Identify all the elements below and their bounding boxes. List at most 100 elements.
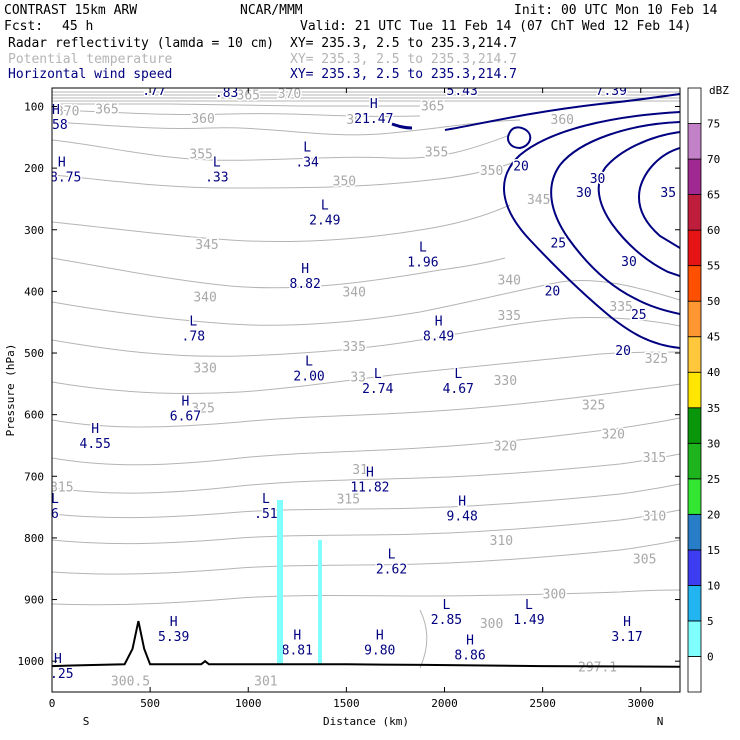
colorbar-segment	[687, 194, 702, 231]
wind-contour-label: 20	[513, 159, 529, 174]
theta-contour-label: 310	[490, 534, 513, 549]
extremum-value: 1.49	[513, 613, 544, 628]
extremum-type: L	[388, 547, 396, 562]
x-tick-label: 3000	[628, 697, 655, 710]
theta-contour-label: 300	[480, 617, 503, 632]
field-name-reflectivity: Radar reflectivity (lamda = 10 cm)	[8, 36, 274, 51]
colorbar-segment	[687, 265, 702, 302]
extremum-value: 21.47	[354, 112, 393, 127]
extremum-type: H	[458, 494, 466, 509]
extremum-value: 8.81	[282, 644, 313, 659]
forecast-hour: 45 h	[62, 19, 93, 34]
theta-contour	[52, 204, 511, 243]
extremum-type: L	[223, 71, 231, 86]
theta-contour-label: 360	[551, 113, 574, 128]
theta-contour-label: 320	[602, 427, 625, 442]
theta-contour	[52, 483, 680, 519]
theta-contour	[52, 383, 680, 428]
theta-contour	[52, 257, 506, 289]
extremum-type: H	[182, 394, 190, 409]
wind-contour-30	[597, 131, 680, 277]
wind-contour-label: 25	[550, 236, 566, 251]
colorbar-label: 60	[707, 224, 720, 237]
theta-contour-label: 325	[645, 352, 668, 367]
y-tick-label: 800	[24, 532, 44, 545]
theta-contour-label: 31	[352, 463, 368, 478]
theta-contour-label: 365	[421, 99, 444, 114]
extremum-value: 4.67	[443, 382, 474, 397]
wind-contour-label: 20	[545, 284, 561, 299]
theta-contour	[52, 119, 521, 136]
theta-contour	[52, 351, 680, 395]
extremum-type: L	[374, 367, 382, 382]
north-end-label: N	[657, 715, 664, 728]
extremum-type: H	[58, 155, 66, 170]
field-name-theta: Potential temperature	[8, 52, 173, 67]
theta-contour-label: 315	[643, 451, 666, 466]
theta-contour	[52, 453, 680, 494]
valid-time: Valid: 21 UTC Tue 11 Feb 14 (07 ChT Wed …	[300, 19, 691, 34]
extremum-type: L	[51, 492, 59, 507]
wind-contour-20	[444, 93, 680, 131]
extremum-value: .83	[215, 86, 238, 101]
extremum-value: 1.96	[407, 255, 438, 270]
y-tick-label: 100	[24, 100, 44, 113]
x-tick-label: 2500	[529, 697, 556, 710]
colorbar-label: 5	[707, 615, 714, 628]
y-tick-label: 300	[24, 224, 44, 237]
extremum-type: L	[443, 598, 451, 613]
colorbar-segment	[687, 300, 702, 338]
theta-contour-label: 335	[342, 340, 365, 355]
extremum-value: 9.48	[447, 509, 478, 524]
field-xy-theta: XY= 235.3, 2.5 to 235.3,214.7	[290, 52, 517, 67]
colorbar-segment	[687, 549, 702, 586]
theta-contour-label: 300	[543, 588, 566, 603]
theta-contour-label: 350	[480, 164, 503, 179]
extremum-value: 7.39	[596, 84, 627, 99]
wind-contour-label: 35	[660, 186, 676, 201]
theta-contour-label: 340	[193, 291, 216, 306]
wind-contour-35	[638, 147, 680, 249]
extremum-type: H	[376, 629, 384, 644]
theta-contours	[52, 91, 680, 669]
reflectivity-cell	[277, 500, 283, 664]
colorbar-segment	[687, 478, 702, 515]
theta-contour	[52, 589, 680, 606]
extremum-type: L	[419, 240, 427, 255]
colorbar-label: 40	[707, 366, 720, 379]
extremum-value: .51	[254, 507, 277, 522]
wind-contour-20	[503, 111, 680, 349]
reflectivity-shading	[277, 500, 322, 664]
colorbar-segment	[687, 229, 702, 267]
theta-contour-label: 300.5	[111, 675, 150, 690]
theta-contour-label: 305	[633, 552, 656, 567]
y-tick-label: 200	[24, 162, 44, 175]
y-tick-label: 400	[24, 285, 44, 298]
extremum-value: 11.82	[350, 480, 389, 495]
extremum-value: .34	[295, 156, 319, 171]
theta-contour-label: 340	[342, 286, 365, 301]
x-tick-label: 0	[49, 697, 56, 710]
wind-contour-25	[550, 121, 680, 315]
field-name-wind: Horizontal wind speed	[8, 67, 172, 82]
theta-contour-label: 330	[193, 361, 216, 376]
colorbar: dBZ 0 5 10 15 20 25 30 35 40 45 50 55 60 65 70 75	[687, 84, 729, 693]
extremum-value: .33	[205, 170, 228, 185]
extremum-value: 8.49	[423, 329, 454, 344]
y-tick-label: 1000	[18, 655, 45, 668]
field-xy-reflectivity: XY= 235.3, 2.5 to 235.3,214.7	[290, 36, 517, 51]
init-time: Init: 00 UTC Mon 10 Feb 14	[514, 3, 718, 18]
y-tick-label: 900	[24, 594, 44, 607]
extremum-value: 5.39	[158, 630, 189, 645]
reflectivity-cell	[318, 540, 322, 664]
theta-contour	[52, 509, 680, 545]
y-tick-label: 700	[24, 470, 44, 483]
colorbar-segment	[687, 513, 702, 551]
theta-contour-label: 33	[350, 371, 366, 386]
x-tick-label: 1000	[235, 697, 262, 710]
colorbar-segment	[687, 442, 702, 480]
colorbar-segment	[687, 620, 702, 657]
colorbar-segment	[687, 336, 702, 373]
terrain-surface-line	[51, 620, 681, 668]
theta-contour	[52, 159, 521, 189]
